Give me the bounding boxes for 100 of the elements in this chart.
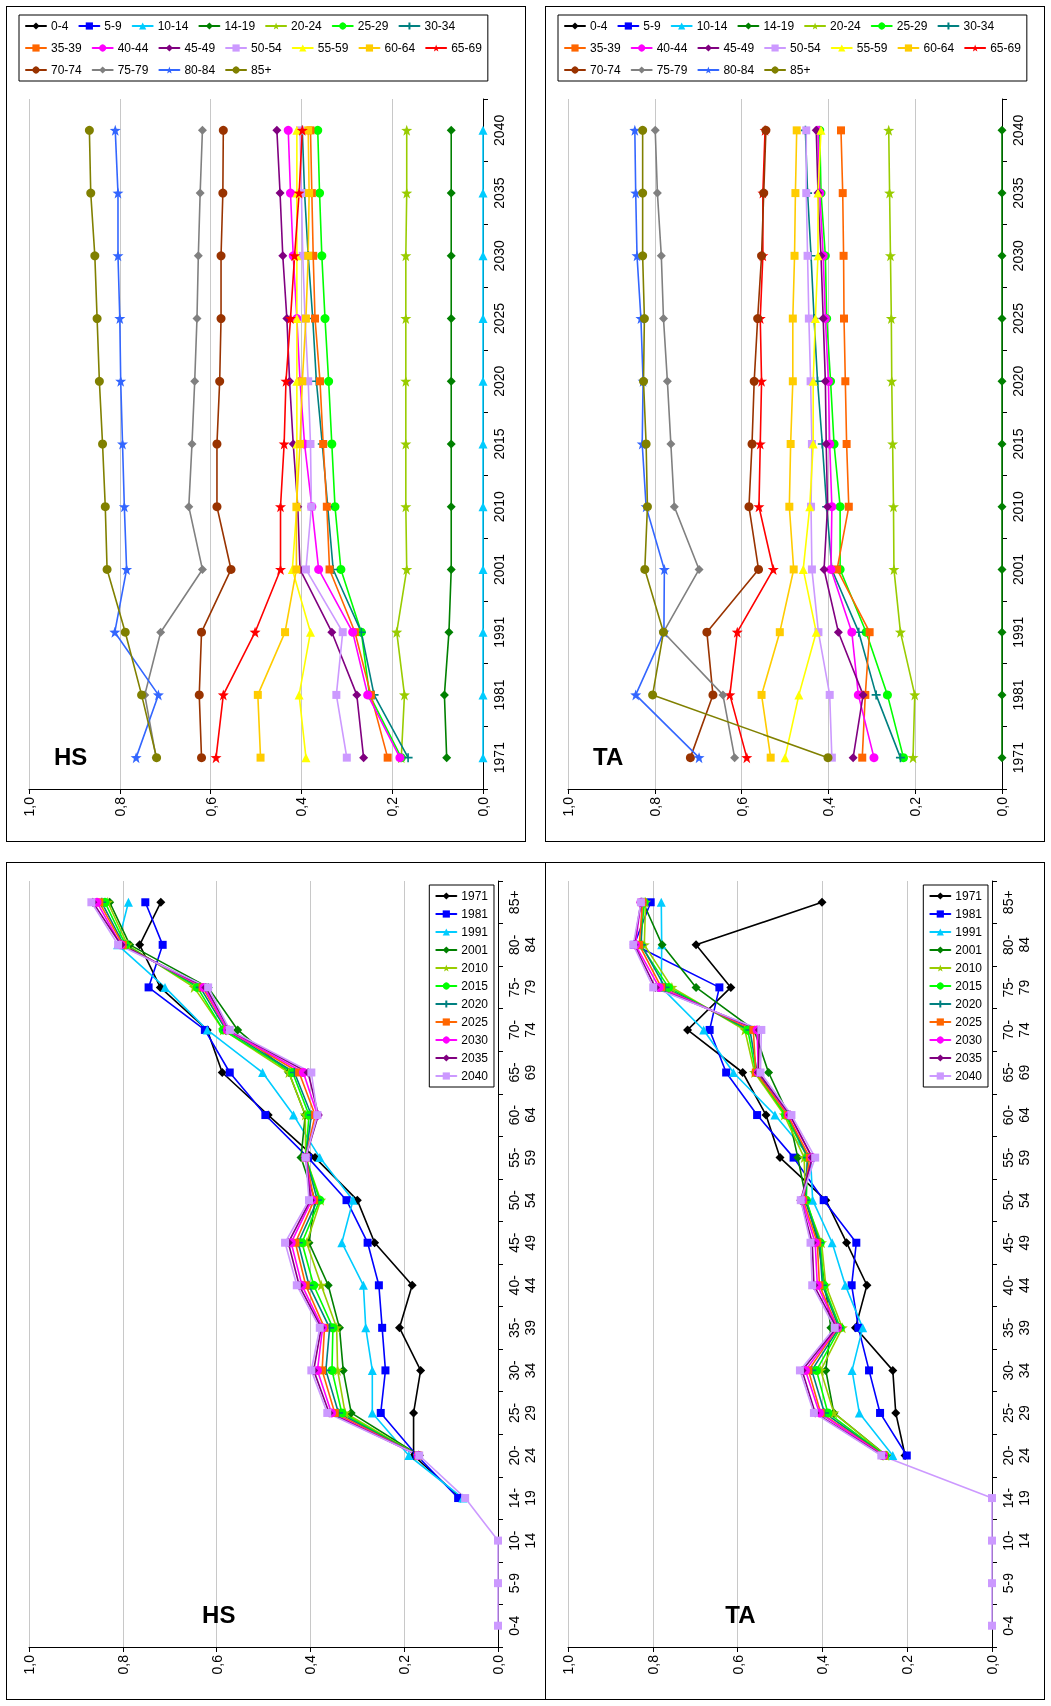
legend-label: 55-59 — [317, 41, 349, 55]
y-tick-label: 2020 — [1010, 365, 1026, 397]
y-tick-label: 60-64 — [506, 1104, 538, 1126]
x-tick-label: 0,2 — [899, 1654, 916, 1675]
y-tick-label: 14-19 — [1000, 1487, 1032, 1509]
y-tick-label: 2015 — [1010, 428, 1026, 460]
x-tick-label: 0,6 — [729, 1654, 746, 1675]
legend-label: 65-69 — [451, 41, 483, 55]
legend-label: 2020 — [955, 997, 983, 1011]
y-tick-label: 2010 — [1010, 490, 1026, 523]
legend-label: 55-59 — [856, 41, 888, 55]
legend-label: 2010 — [461, 961, 489, 975]
legend-label: 2010 — [955, 961, 983, 975]
y-tick-label: 2030 — [491, 240, 507, 272]
legend-label: 40-44 — [656, 41, 688, 55]
y-tick-label: 25-29 — [1000, 1402, 1032, 1424]
legend-label: 10-14 — [696, 19, 728, 33]
legend-label: 70-74 — [590, 63, 622, 77]
legend-label: 2035 — [955, 1051, 983, 1065]
x-tick-label: 1,0 — [560, 796, 576, 817]
y-tick-label: 35-39 — [506, 1317, 538, 1338]
x-tick-label: 0,8 — [111, 796, 128, 817]
y-tick-label: 85+ — [1000, 890, 1016, 915]
legend-label: 75-79 — [117, 63, 149, 77]
y-tick-label: 30-34 — [506, 1359, 538, 1381]
x-tick-label: 0,8 — [644, 1654, 661, 1675]
legend-label: 30-34 — [963, 19, 995, 33]
y-tick-label: 75-79 — [1000, 976, 1032, 998]
y-tick-label: 25-29 — [506, 1402, 538, 1424]
legend-label: 80-84 — [723, 63, 755, 77]
x-tick-label: 0,0 — [490, 1654, 506, 1675]
y-tick-label: 14-19 — [506, 1487, 538, 1509]
y-tick-label: 20-24 — [1000, 1445, 1032, 1466]
y-tick-label: 2025 — [491, 302, 507, 335]
y-tick-label: 1971 — [1010, 741, 1026, 774]
legend-label: 30-34 — [424, 19, 456, 33]
legend-label: 25-29 — [357, 19, 389, 33]
legend-label: 2025 — [955, 1015, 983, 1029]
legend-label: 0-4 — [590, 19, 608, 33]
x-tick-label: 0,0 — [994, 796, 1010, 817]
y-tick-label: 50-54 — [1000, 1189, 1032, 1211]
legend-label: 50-54 — [251, 41, 283, 55]
legend-label: 2030 — [461, 1033, 489, 1047]
legend-label: 1971 — [461, 889, 489, 903]
text: TA — [725, 1600, 756, 1628]
x-tick-label: 0,6 — [733, 796, 750, 817]
y-tick-label: 10-14 — [506, 1530, 538, 1551]
y-tick-label: 2001 — [491, 553, 507, 586]
y-tick-label: 0-4 — [1000, 1615, 1016, 1636]
legend-label: 45-49 — [723, 41, 755, 55]
legend-label: 70-74 — [51, 63, 83, 77]
x-tick-label: 0,8 — [114, 1654, 131, 1675]
y-tick-label: 2001 — [1010, 553, 1026, 586]
legend-label: 5-9 — [643, 19, 662, 33]
y-tick-label: 1981 — [491, 679, 507, 711]
y-tick-label: 2010 — [491, 490, 507, 523]
legend-label: 2015 — [955, 979, 983, 993]
x-tick-label: 0,0 — [984, 1654, 1000, 1675]
y-tick-label: 70-74 — [1000, 1019, 1032, 1041]
y-tick-label: 45-49 — [1000, 1232, 1032, 1253]
y-tick-label: 65-69 — [506, 1062, 538, 1083]
legend-label: 50-54 — [790, 41, 822, 55]
legend-label: 2001 — [955, 943, 983, 957]
x-tick-label: 0,4 — [814, 1654, 831, 1675]
y-tick-label: 40-44 — [1000, 1274, 1032, 1296]
y-tick-label: 2040 — [1010, 114, 1026, 146]
x-tick-label: 1,0 — [21, 1654, 37, 1675]
y-tick-label: 10-14 — [1000, 1530, 1032, 1551]
y-tick-label: 2030 — [1010, 240, 1026, 272]
legend-label: 5-9 — [104, 19, 123, 33]
legend-label: 75-79 — [656, 63, 688, 77]
legend-label: 80-84 — [184, 63, 216, 77]
legend-label: 20-24 — [291, 19, 323, 33]
y-tick-label: 1971 — [491, 741, 507, 774]
legend-label: 14-19 — [224, 19, 256, 33]
legend-label: 1981 — [955, 907, 983, 921]
legend-label: 1991 — [955, 925, 983, 939]
legend-label: 2030 — [955, 1033, 983, 1047]
y-tick-label: 0-4 — [506, 1615, 522, 1636]
legend-label: 2040 — [955, 1069, 983, 1083]
y-tick-label: 85+ — [506, 890, 522, 915]
y-tick-label: 70-74 — [506, 1019, 538, 1041]
legend-label: 1981 — [461, 907, 489, 921]
y-tick-label: 5-9 — [506, 1572, 522, 1594]
x-tick-label: 0,0 — [475, 796, 491, 817]
y-tick-label: 2015 — [491, 428, 507, 460]
legend-label: 25-29 — [896, 19, 928, 33]
x-tick-label: 0,4 — [302, 1654, 319, 1675]
legend-label: 1971 — [955, 889, 983, 903]
y-tick-label: 55-59 — [506, 1147, 538, 1168]
legend-label: 14-19 — [763, 19, 795, 33]
legend-label: 1991 — [461, 925, 489, 939]
x-tick-label: 0,2 — [384, 796, 401, 817]
text: HS — [54, 742, 88, 770]
y-tick-label: 50-54 — [506, 1189, 538, 1211]
y-tick-label: 40-44 — [506, 1274, 538, 1296]
y-tick-label: 45-49 — [506, 1232, 538, 1253]
y-tick-label: 20-24 — [506, 1445, 538, 1466]
legend-label: 10-14 — [157, 19, 189, 33]
legend-label: 45-49 — [184, 41, 216, 55]
